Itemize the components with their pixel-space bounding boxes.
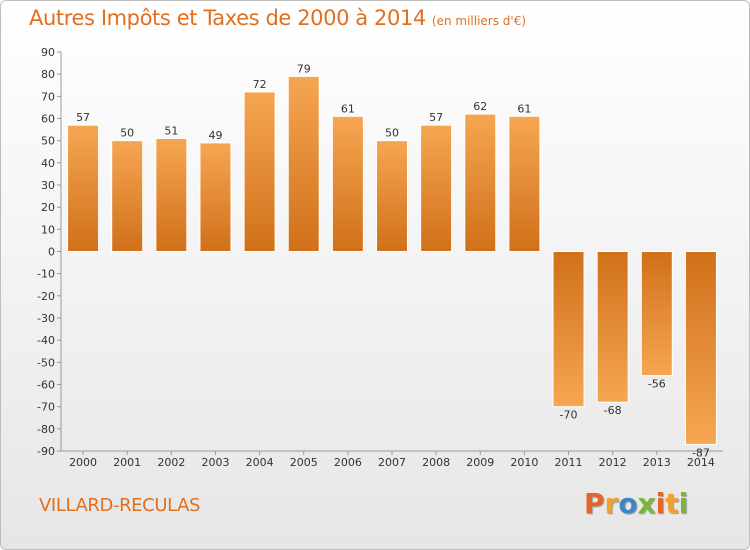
logo-letter: t <box>665 487 679 520</box>
y-tick-label: 80 <box>41 68 55 81</box>
y-tick-label: -40 <box>37 334 55 347</box>
x-tick-label: 2009 <box>466 456 494 469</box>
bar <box>684 251 717 445</box>
data-label: -56 <box>648 378 666 391</box>
bar <box>596 251 629 403</box>
chart-subtitle: (en milliers d'€) <box>431 14 527 28</box>
y-tick-label: -70 <box>37 401 55 414</box>
x-tick-label: 2004 <box>246 456 274 469</box>
x-tick-label: 2005 <box>290 456 318 469</box>
place-name: VILLARD-RECULAS <box>39 495 201 516</box>
bar <box>199 142 232 252</box>
bar <box>67 124 100 252</box>
y-tick-label: 30 <box>41 179 55 192</box>
data-label: 62 <box>473 100 487 113</box>
data-label: 49 <box>208 129 222 142</box>
data-label: 50 <box>120 127 134 140</box>
data-label: 61 <box>341 102 355 115</box>
y-tick-label: 70 <box>41 90 55 103</box>
data-label: -70 <box>560 409 578 422</box>
y-tick-label: -20 <box>37 290 55 303</box>
data-label: -87 <box>692 446 710 459</box>
y-tick-label: -90 <box>37 445 55 458</box>
data-label: 79 <box>297 62 311 75</box>
y-tick-label: 20 <box>41 201 55 214</box>
data-label: 50 <box>385 127 399 140</box>
bar <box>420 124 453 252</box>
x-tick-label: 2001 <box>113 456 141 469</box>
y-tick-label: 10 <box>41 223 55 236</box>
data-label: -68 <box>604 404 622 417</box>
bar <box>464 113 497 252</box>
data-label: 72 <box>253 78 267 91</box>
x-tick-label: 2002 <box>157 456 185 469</box>
bar <box>508 115 541 252</box>
axes: 9080706050403020100-10-20-30-40-50-60-70… <box>37 46 723 469</box>
bar <box>331 115 364 252</box>
y-tick-label: 60 <box>41 113 55 126</box>
value-labels: 57 50 51 49 72 79 61 50 57 62 61 -70 -68 -56 -87 <box>76 62 710 459</box>
y-tick-label: 90 <box>41 46 55 59</box>
x-tick-label: 2000 <box>69 456 97 469</box>
chart-title: Autres Impôts et Taxes de 2000 à 2014 <box>29 6 426 30</box>
chart-title-block: Autres Impôts et Taxes de 2000 à 2014 (en… <box>29 6 526 30</box>
y-tick-label: 40 <box>41 157 55 170</box>
logo-letter: r <box>604 487 619 520</box>
bar <box>552 251 585 408</box>
logo-letter: o <box>618 487 638 520</box>
data-label: 57 <box>429 111 443 124</box>
bar <box>111 140 144 253</box>
logo-letter: i <box>655 487 666 520</box>
logo-letter: i <box>678 487 689 520</box>
bar <box>155 137 188 252</box>
y-tick-label: 0 <box>48 246 55 259</box>
bar <box>243 91 276 253</box>
x-tick-label: 2010 <box>510 456 538 469</box>
logo-letter: x <box>637 487 656 520</box>
y-tick-label: -30 <box>37 312 55 325</box>
logo-letter: P <box>584 487 605 520</box>
x-tick-label: 2003 <box>201 456 229 469</box>
bar <box>287 75 320 252</box>
y-tick-label: -60 <box>37 379 55 392</box>
bar <box>376 140 408 253</box>
x-tick-label: 2011 <box>555 456 583 469</box>
bar <box>640 251 673 377</box>
y-tick-label: -10 <box>37 268 55 281</box>
y-tick-label: -50 <box>37 356 55 369</box>
y-tick-label: 50 <box>41 135 55 148</box>
x-tick-label: 2013 <box>643 456 671 469</box>
x-tick-label: 2012 <box>599 456 627 469</box>
data-label: 51 <box>164 124 178 137</box>
x-tick-label: 2007 <box>378 456 406 469</box>
x-tick-label: 2006 <box>334 456 362 469</box>
data-label: 57 <box>76 111 90 124</box>
data-label: 61 <box>517 102 531 115</box>
x-tick-label: 2008 <box>422 456 450 469</box>
x-tick-label: 2014 <box>687 456 715 469</box>
proxiti-logo[interactable]: Proxiti <box>584 487 688 520</box>
y-tick-label: -80 <box>37 423 55 436</box>
bars <box>67 75 717 445</box>
